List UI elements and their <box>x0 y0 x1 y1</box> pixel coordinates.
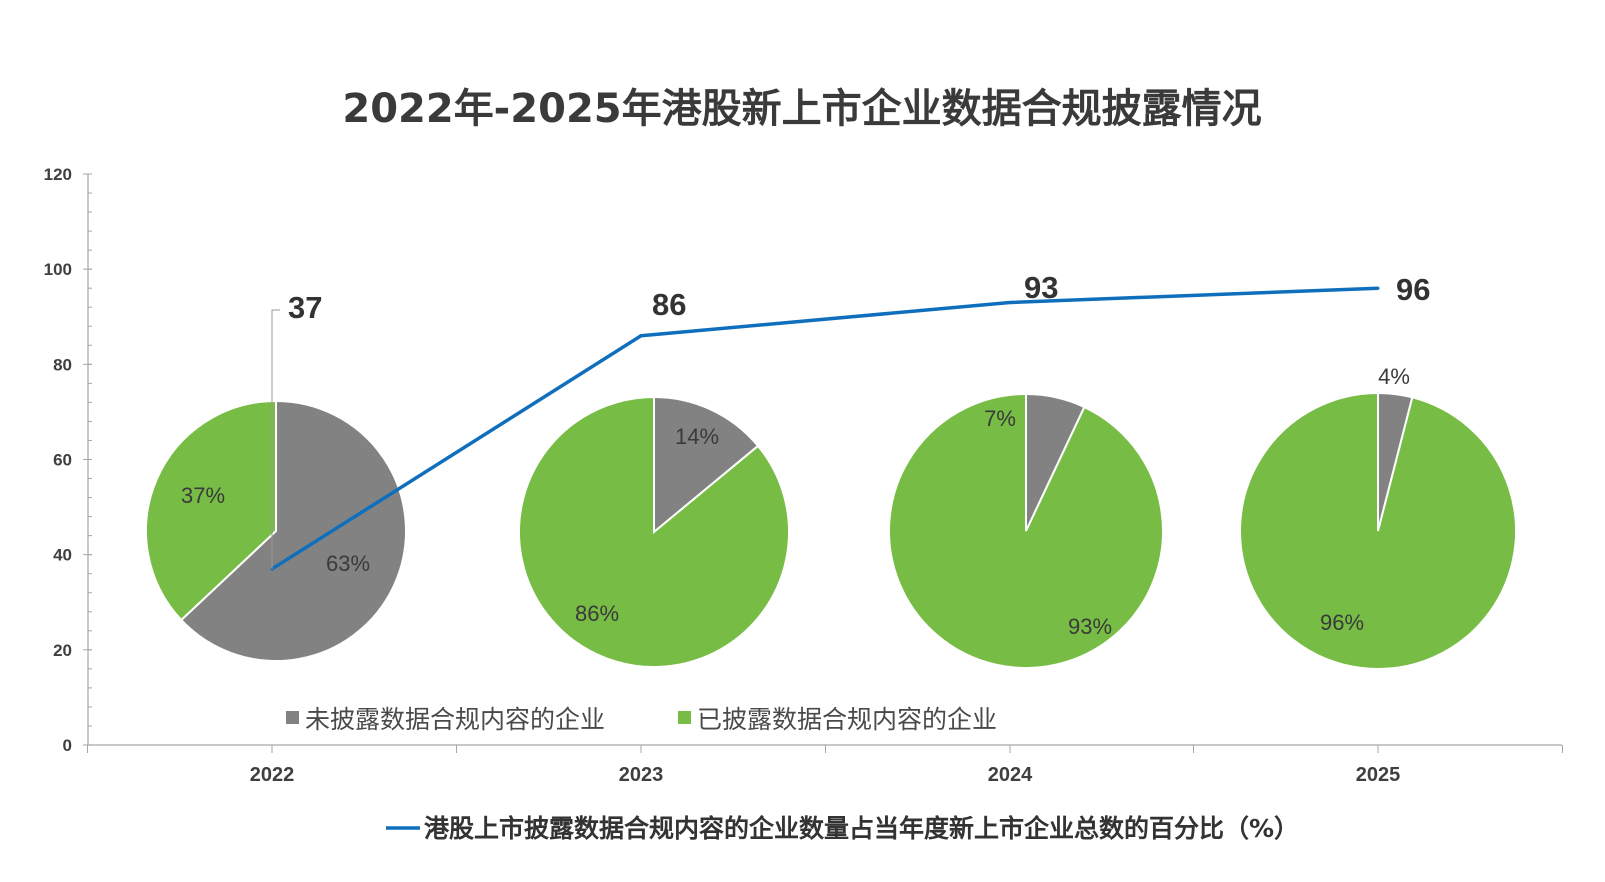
y-tick-label: 40 <box>53 546 72 565</box>
legend-swatch <box>678 711 691 724</box>
series-data-label: 37 <box>288 290 322 325</box>
pie-slice-label: 63% <box>326 551 370 576</box>
x-tick-label: 2025 <box>1356 764 1401 786</box>
x-tick-label: 2023 <box>619 764 664 786</box>
pie-slice-label: 4% <box>1378 364 1410 389</box>
series-point <box>639 334 643 338</box>
pie-slice <box>888 392 1164 669</box>
x-tick-label: 2022 <box>250 764 295 786</box>
x-tick-label: 2024 <box>988 764 1033 786</box>
y-tick-label: 20 <box>53 641 72 660</box>
chart-title: 2022年-2025年港股新上市企业数据合规披露情况 <box>342 86 1261 132</box>
y-tick-label: 0 <box>63 736 72 755</box>
series-point <box>1008 300 1012 304</box>
pie-slice <box>653 395 760 535</box>
y-tick-label: 120 <box>44 165 72 184</box>
pie-slice-label: 37% <box>181 483 225 508</box>
legend-label: 已披露数据合规内容的企业 <box>697 705 997 734</box>
series-point <box>1376 286 1380 290</box>
legend: 未披露数据合规内容的企业 已披露数据合规内容的企业港股上市披露数据合规内容的企业数… <box>286 705 1299 843</box>
legend-line-label: 港股上市披露数据合规内容的企业数量占当年度新上市企业总数的百分比（%） <box>424 814 1299 843</box>
pie-2022: 63% 37% <box>145 399 407 662</box>
data-label-leader <box>271 309 280 569</box>
pie-charts: 63% 37% 14% 86% 7% 93% 4% 96% <box>145 364 1517 670</box>
pie-slice-label: 96% <box>1320 610 1364 635</box>
pie-2023: 14% 86% <box>518 395 790 668</box>
pie-slice <box>179 399 407 662</box>
pie-slice <box>518 395 790 668</box>
pie-slice <box>1239 391 1517 670</box>
pie-2024: 7% 93% <box>888 392 1164 669</box>
series-data-label: 86 <box>652 287 686 322</box>
series-data-label: 96 <box>1396 272 1430 307</box>
legend-swatch <box>286 711 299 724</box>
y-tick-label: 60 <box>53 451 72 470</box>
pie-slice-label: 7% <box>984 406 1016 431</box>
series-data-label: 93 <box>1024 270 1058 305</box>
line-series: 37 86 93 96 <box>270 270 1430 571</box>
series-line <box>271 286 1379 571</box>
y-tick-label: 100 <box>44 260 72 279</box>
axes: 0 20 40 60 80 100 120 2022 2023 2024 2025 <box>44 165 1563 786</box>
pie-slice <box>145 399 277 622</box>
pie-slice-label: 86% <box>575 601 619 626</box>
pie-slice-label: 14% <box>675 424 719 449</box>
pie-2025: 4% 96% <box>1239 364 1517 670</box>
pie-slice-label: 93% <box>1068 614 1112 639</box>
legend-label: 未披露数据合规内容的企业 <box>305 705 605 734</box>
y-tick-label: 80 <box>53 355 72 374</box>
